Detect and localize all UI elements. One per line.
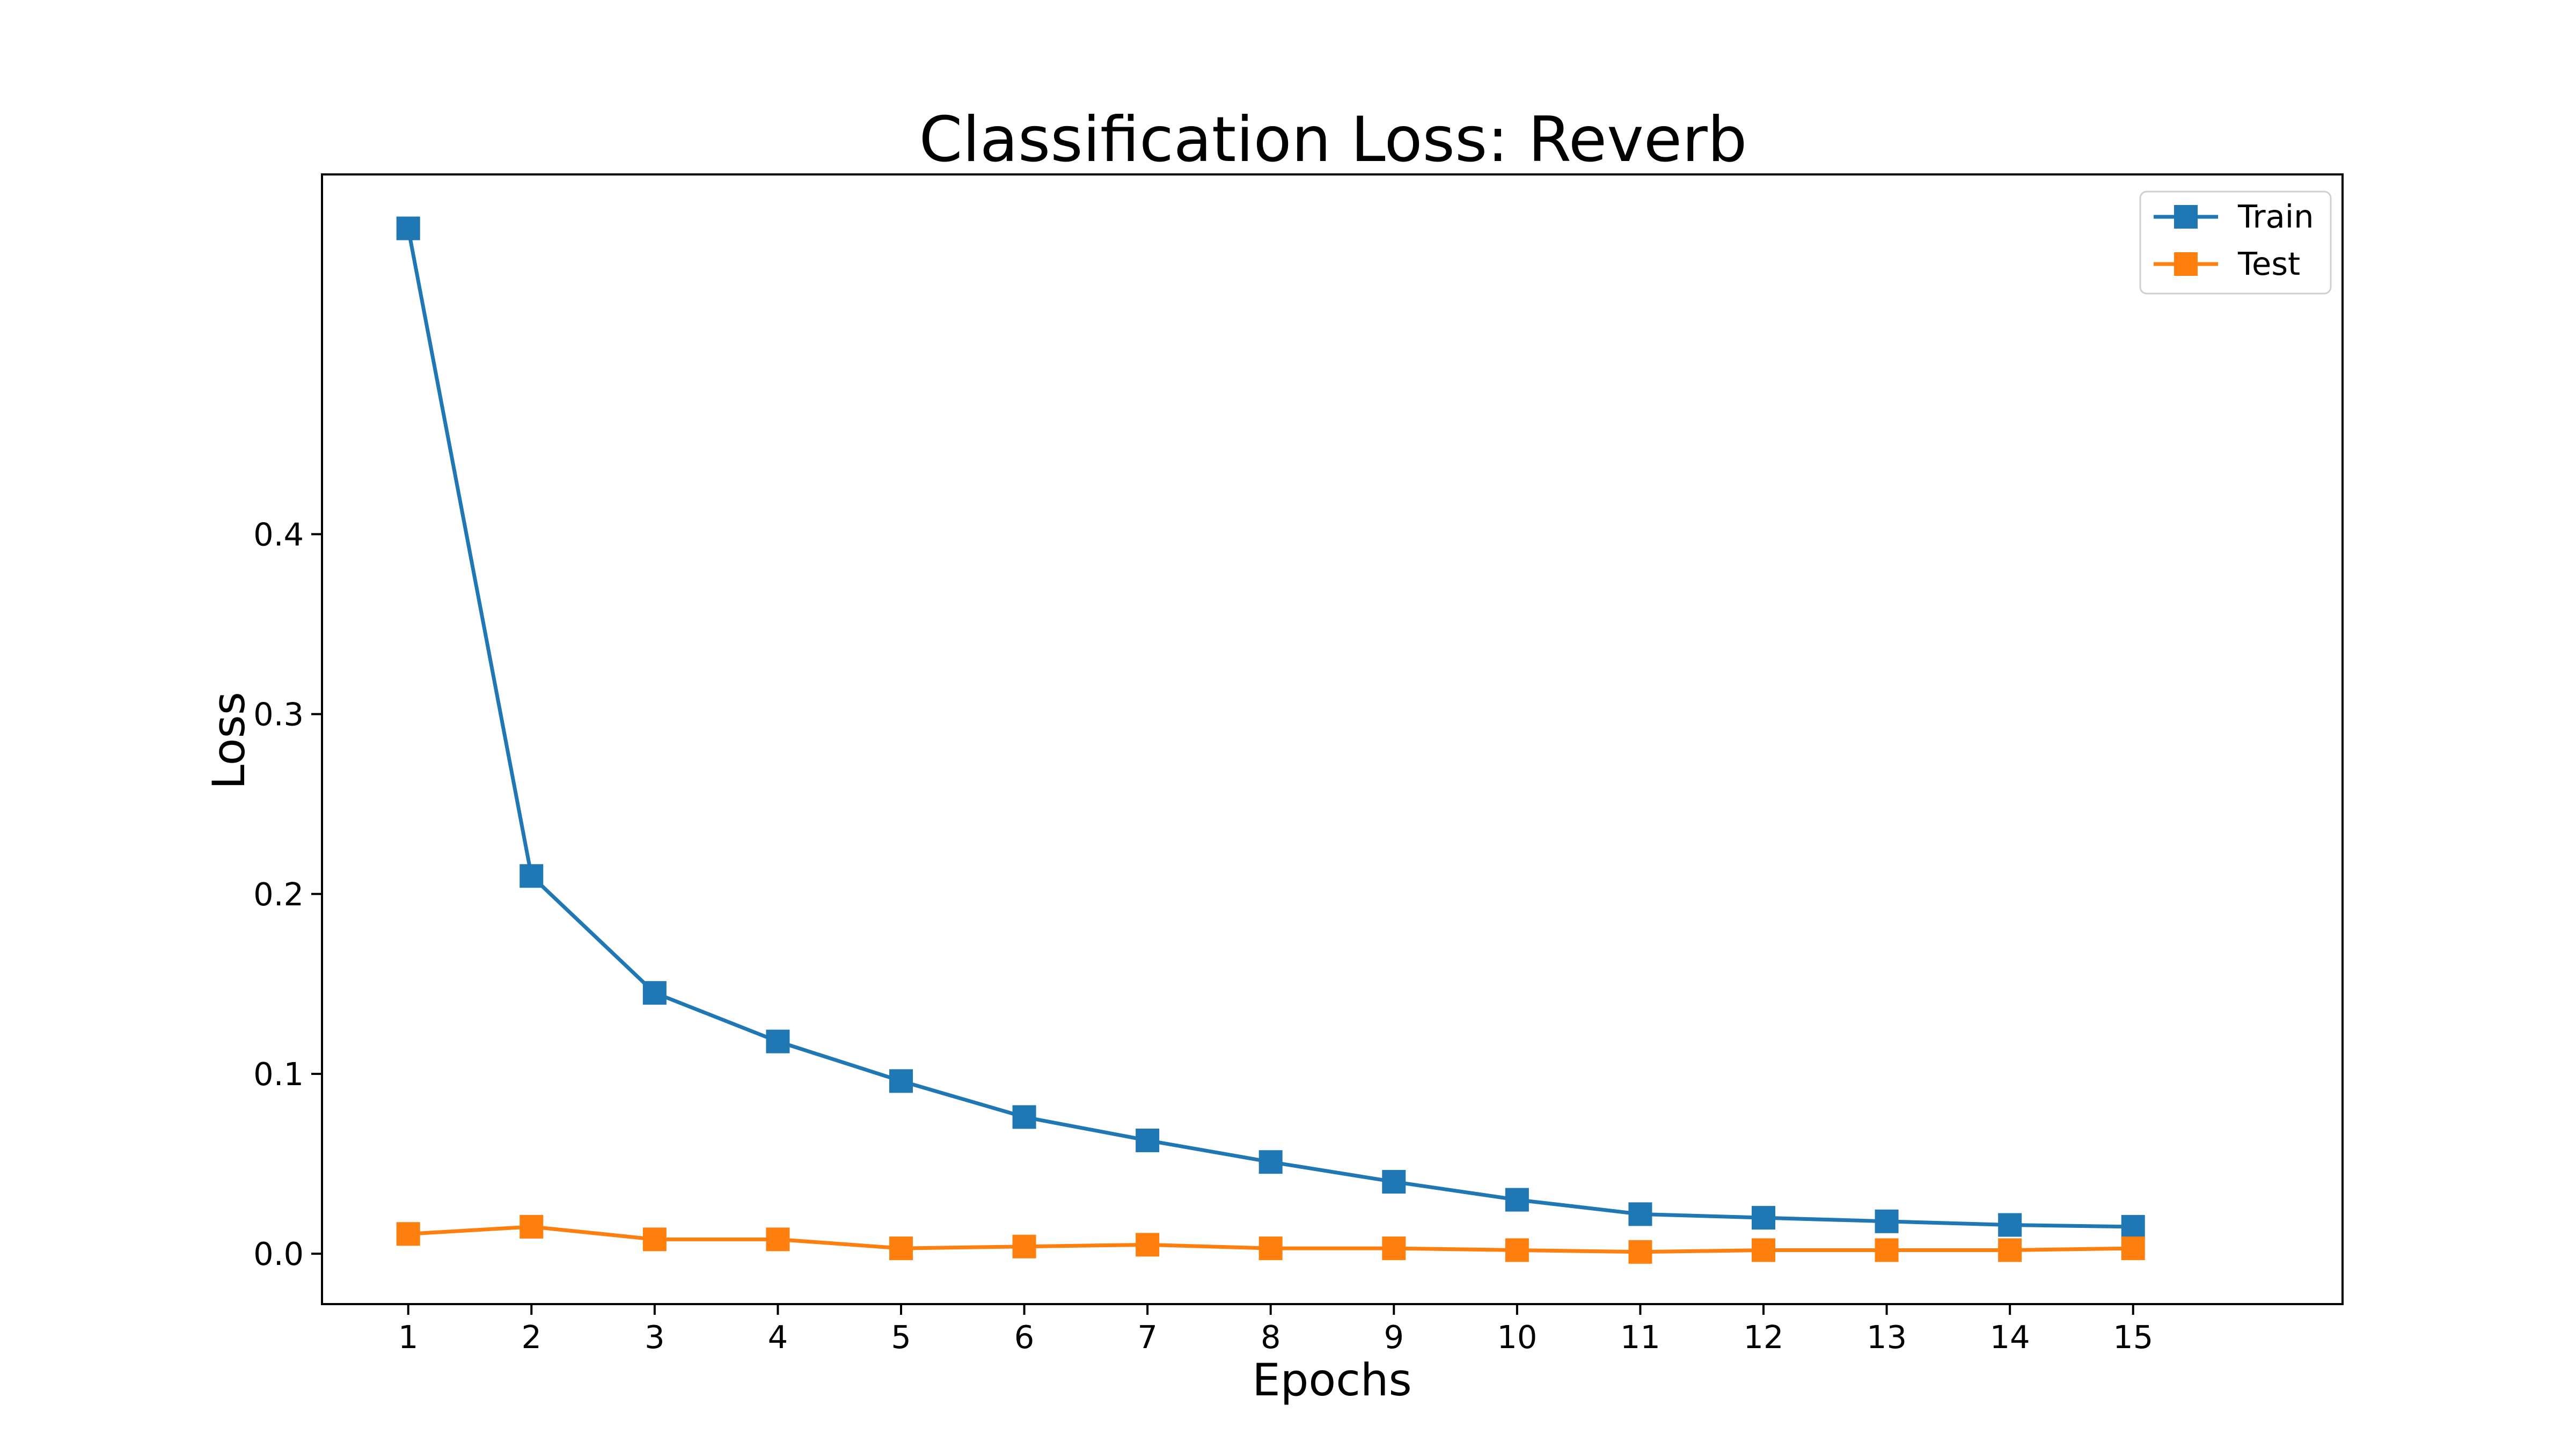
- y-axis-label: Loss: [203, 692, 255, 789]
- y-tick-label: 0.4: [253, 516, 304, 553]
- x-tick-label: 14: [1990, 1319, 2030, 1356]
- x-tick-label: 7: [1137, 1319, 1158, 1356]
- x-tick-label: 1: [398, 1319, 419, 1356]
- y-axis-ticks: 0.0 0.1 0.2 0.3 0.4: [253, 516, 322, 1272]
- x-tick-label: 5: [891, 1319, 911, 1356]
- data-point-test: [1505, 1238, 1529, 1262]
- x-tick-label: 4: [768, 1319, 788, 1356]
- legend-item-test: Test: [2154, 245, 2300, 282]
- data-point-test: [1136, 1233, 1160, 1257]
- data-point-test: [1998, 1238, 2022, 1262]
- data-point-train: [396, 216, 420, 240]
- x-tick-label: 12: [1743, 1319, 1783, 1356]
- x-tick-label: 9: [1384, 1319, 1404, 1356]
- series-layer: [396, 216, 2145, 1264]
- legend-test-label: Test: [2237, 245, 2300, 282]
- data-point-test: [1258, 1236, 1283, 1261]
- data-point-test: [1628, 1240, 1652, 1264]
- y-tick-label: 0.0: [253, 1235, 304, 1272]
- data-point-train: [1998, 1213, 2022, 1237]
- data-point-train: [519, 864, 544, 888]
- y-tick-label: 0.3: [253, 696, 304, 733]
- data-point-train: [889, 1069, 913, 1093]
- legend-test-marker: [2174, 252, 2198, 276]
- data-point-test: [889, 1236, 913, 1261]
- x-tick-label: 13: [1867, 1319, 1907, 1356]
- data-point-test: [519, 1214, 544, 1239]
- data-point-test: [1875, 1238, 1899, 1262]
- x-tick-label: 15: [2113, 1319, 2153, 1356]
- data-point-train: [642, 981, 667, 1005]
- x-tick-label: 3: [645, 1319, 665, 1356]
- data-point-train: [2121, 1214, 2145, 1239]
- data-point-test: [1012, 1234, 1036, 1258]
- legend-train-label: Train: [2237, 198, 2314, 235]
- data-point-train: [1875, 1209, 1899, 1233]
- data-point-test: [1752, 1238, 1776, 1262]
- data-point-test: [642, 1227, 667, 1252]
- data-point-test: [396, 1222, 420, 1246]
- data-point-test: [766, 1227, 790, 1252]
- data-point-train: [1136, 1128, 1160, 1152]
- data-point-test: [1382, 1236, 1406, 1261]
- x-tick-label: 8: [1261, 1319, 1281, 1356]
- y-tick-label: 0.2: [253, 876, 304, 913]
- data-point-train: [1752, 1206, 1776, 1230]
- data-point-test: [2121, 1236, 2145, 1261]
- data-point-train: [1505, 1188, 1529, 1212]
- data-point-train: [1628, 1202, 1652, 1226]
- y-tick-label: 0.1: [253, 1056, 304, 1093]
- data-point-train: [1382, 1170, 1406, 1194]
- legend: Train Test: [2139, 191, 2332, 295]
- legend-item-train: Train: [2154, 198, 2314, 235]
- x-tick-label: 2: [522, 1319, 542, 1356]
- x-axis-ticks: 1 2 3 4 5 6 7 8 9 10 11 12 13 14 15: [398, 1304, 2153, 1356]
- x-tick-label: 11: [1620, 1319, 1660, 1356]
- chart-title: Classification Loss: Reverb: [919, 104, 1747, 176]
- data-point-train: [766, 1029, 790, 1053]
- plot-area-frame: [321, 173, 2344, 1305]
- x-tick-label: 10: [1497, 1319, 1537, 1356]
- data-point-train: [1012, 1105, 1036, 1129]
- x-tick-label: 6: [1014, 1319, 1035, 1356]
- series-line-train: [406, 228, 2133, 1229]
- x-axis-label: Epochs: [1252, 1354, 1411, 1406]
- legend-train-marker: [2174, 205, 2198, 229]
- data-point-train: [1258, 1150, 1283, 1174]
